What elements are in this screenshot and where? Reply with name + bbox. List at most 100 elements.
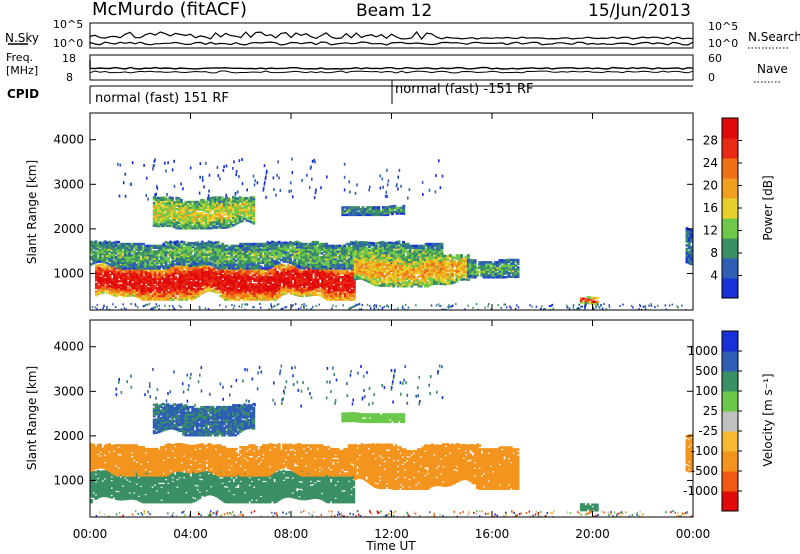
echo-cell (343, 254, 347, 257)
echo-cell (173, 218, 177, 221)
echo-cell (90, 242, 93, 245)
echo-cell (192, 276, 196, 280)
echo-cell (121, 250, 125, 253)
echo-cell (353, 263, 357, 266)
echo-cell (478, 264, 482, 268)
echo-cell (312, 284, 315, 287)
echo-cell (232, 246, 236, 249)
echo-cell (135, 287, 139, 291)
echo-cell (182, 206, 186, 209)
echo-cell (291, 249, 295, 252)
echo-cell (230, 250, 234, 253)
echo-cell (489, 274, 493, 277)
echo-cell (158, 289, 162, 292)
echo-cell (305, 277, 309, 281)
echo-cell (113, 279, 116, 282)
echo-cell (273, 246, 277, 250)
echo-cell (413, 255, 417, 259)
echo-cell (173, 248, 177, 251)
echo-cell (121, 265, 125, 268)
echo-cell (219, 277, 223, 281)
echo-cell (419, 270, 423, 273)
echo-cell (253, 294, 257, 298)
echo-cell (212, 251, 215, 254)
echo-cell (273, 252, 277, 255)
echo-cell (516, 266, 520, 269)
echo-cell (412, 279, 416, 282)
echo-cell (412, 275, 416, 279)
echo-cell (402, 244, 405, 248)
echo-cell (336, 252, 340, 255)
echo-cell (158, 290, 162, 294)
echo-cell (122, 289, 126, 292)
echo-cell (300, 272, 304, 275)
echo-cell (286, 242, 290, 245)
echo-cell (207, 240, 211, 243)
echo-cell (205, 283, 209, 287)
echo-cell (464, 263, 468, 266)
echo-cell (408, 244, 412, 248)
echo-cell (174, 264, 178, 268)
echo-cell (126, 290, 130, 294)
echo-cell (403, 258, 407, 262)
echo-cell (433, 256, 436, 259)
echo-cell (336, 244, 340, 248)
echo-cell (131, 284, 135, 288)
echo-cell (155, 222, 158, 226)
echo-cell (164, 218, 167, 222)
echo-cell (383, 271, 387, 274)
echo-cell (187, 285, 191, 288)
echo-cell (354, 242, 358, 245)
echo-cell (277, 242, 281, 246)
echo-cell (512, 260, 515, 264)
echo-cell (348, 287, 352, 290)
echo-cell (302, 246, 306, 249)
echo-cell (155, 263, 159, 266)
echo-cell (423, 279, 427, 282)
echo-cell (113, 284, 116, 288)
echo-cell (332, 279, 336, 283)
echo-cell (239, 257, 243, 261)
echo-cell (475, 274, 479, 277)
echo-cell (266, 294, 270, 298)
echo-cell (451, 278, 454, 281)
echo-cell (133, 255, 136, 259)
echo-cell (435, 272, 439, 276)
echo-cell (332, 252, 335, 255)
echo-cell (225, 257, 229, 261)
echo-cell (237, 298, 241, 301)
echo-cell (341, 289, 345, 292)
echo-cell (142, 242, 145, 246)
echo-cell (108, 253, 111, 257)
echo-cell (181, 292, 184, 296)
echo-cell (205, 276, 209, 279)
echo-cell (99, 286, 103, 289)
echo-cell (431, 252, 435, 255)
echo-cell (151, 292, 155, 296)
echo-cell (428, 274, 432, 277)
echo-cell (230, 294, 234, 298)
echo-cell (155, 200, 158, 203)
echo-cell (412, 271, 416, 275)
echo-cell (90, 240, 93, 244)
echo-cell (166, 243, 170, 247)
echo-cell (203, 259, 206, 262)
echo-cell (164, 213, 167, 216)
echo-cell (429, 248, 433, 251)
echo-cell (142, 283, 146, 286)
echo-cell (223, 254, 227, 257)
echo-cell (227, 255, 231, 259)
echo-cell (234, 246, 238, 249)
echo-cell (169, 285, 173, 288)
echo-cell (227, 263, 231, 266)
echo-cell (195, 202, 199, 206)
echo-cell (334, 274, 338, 277)
echo-cell (153, 268, 157, 271)
echo-cell (431, 244, 435, 248)
echo-cell (426, 254, 430, 257)
echo-cell (341, 292, 345, 296)
echo-cell (422, 252, 426, 255)
echo-cell (250, 248, 254, 251)
echo-cell (119, 278, 123, 281)
echo-cell (327, 259, 331, 263)
